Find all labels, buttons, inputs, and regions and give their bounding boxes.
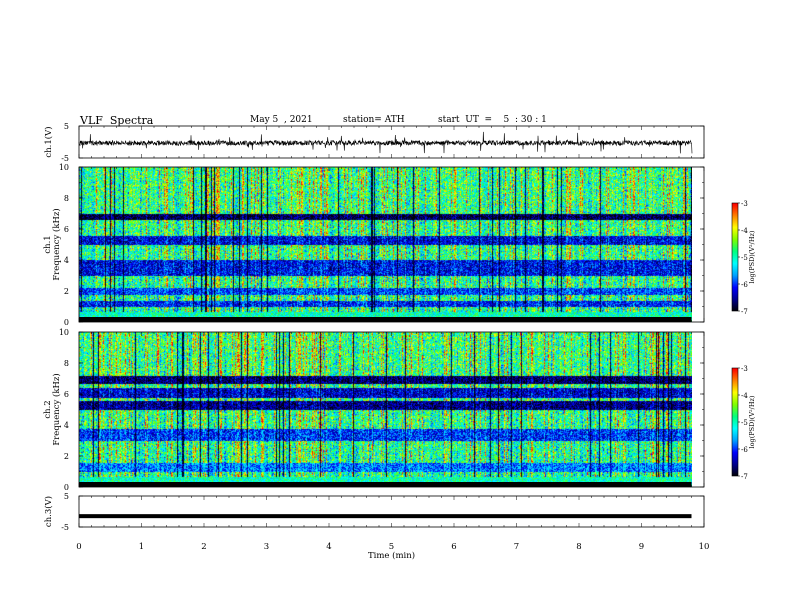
colorbar-tick-label: -3	[741, 200, 748, 208]
colorbar-label: log(PSD)(V²/Hz)	[748, 395, 756, 448]
y-axis-label: Frequency (kHz)	[51, 373, 62, 445]
spectrogram-ch1	[79, 167, 692, 322]
x-tick-label: 1	[139, 542, 144, 552]
ch1-waveform-line	[78, 131, 693, 154]
frames-layer	[78, 125, 740, 528]
figure-title: VLF Spectra	[80, 114, 154, 127]
y-tick-label: 2	[64, 287, 69, 296]
y-tick-label: 4	[64, 421, 69, 430]
colorbar-tick-label: -6	[741, 281, 748, 289]
x-tick-label: 5	[389, 542, 394, 552]
colorbar-ch2	[732, 368, 738, 476]
spectrogram-ch2	[79, 332, 692, 487]
y-tick-label: -5	[61, 154, 69, 163]
y-axis-label: ch.3(V)	[43, 496, 54, 527]
ch3-waveform-line	[79, 514, 692, 519]
y-tick-label: 2	[64, 452, 69, 461]
x-tick-label: 9	[639, 542, 644, 552]
start-time-label: start UT = 5 : 30 : 1	[438, 115, 547, 125]
colorbar-ch1	[732, 203, 738, 311]
x-tick-label: 0	[76, 542, 81, 552]
colorbar-label: log(PSD)(V²/Hz)	[748, 230, 756, 283]
y-tick-label: 8	[64, 359, 69, 368]
dc-band-ch1	[79, 317, 692, 322]
colorbar-tick-label: -5	[741, 419, 748, 427]
colorbar-tick-label: -6	[741, 446, 748, 454]
dc-band-ch2	[79, 482, 692, 487]
y-axis-label: ch.2	[43, 400, 53, 418]
panel-frame-w3	[78, 495, 705, 528]
x-axis-label: Time (min)	[368, 550, 415, 561]
spectrogram-layer	[79, 167, 738, 487]
y-tick-label: 5	[64, 492, 69, 501]
y-axis-label: ch.1(V)	[43, 126, 54, 157]
x-tick-label: 7	[514, 542, 519, 552]
x-tick-label: 8	[576, 542, 581, 552]
x-tick-label: 6	[451, 542, 456, 552]
station-label: station= ATH	[343, 115, 405, 125]
x-tick-label: 10	[699, 542, 710, 552]
colorbar-tick-label: -5	[741, 254, 748, 262]
labels-layer: -3 -4 -5 -6 -7 log(PSD)(V²/Hz) -3 -4 -5 -6 -7 log(P…	[43, 122, 756, 561]
colorbar-tick-label: -4	[741, 227, 748, 235]
y-tick-label: 0	[64, 483, 69, 492]
colorbar-tick-label: -7	[741, 473, 748, 481]
y-tick-label: 10	[59, 328, 69, 337]
colorbar-tick-label: -7	[741, 308, 748, 316]
x-tick-label: 3	[264, 542, 269, 552]
y-tick-label: 10	[59, 163, 69, 172]
y-axis-label: Frequency (kHz)	[51, 208, 62, 280]
y-tick-label: 6	[64, 225, 69, 234]
date-label: May 5 , 2021	[250, 115, 313, 125]
x-tick-label: 2	[201, 542, 206, 552]
y-tick-label: 0	[64, 318, 69, 327]
y-axis-label: ch.1	[43, 235, 53, 253]
x-tick-label: 4	[326, 542, 331, 552]
y-tick-label: 5	[64, 122, 69, 131]
colorbar-tick-label: -3	[741, 365, 748, 373]
y-tick-label: 8	[64, 194, 69, 203]
colorbar-tick-label: -4	[741, 392, 748, 400]
y-tick-label: 6	[64, 390, 69, 399]
y-tick-label: 4	[64, 256, 69, 265]
y-tick-label: -5	[61, 523, 69, 532]
waveform-layer	[78, 131, 693, 519]
